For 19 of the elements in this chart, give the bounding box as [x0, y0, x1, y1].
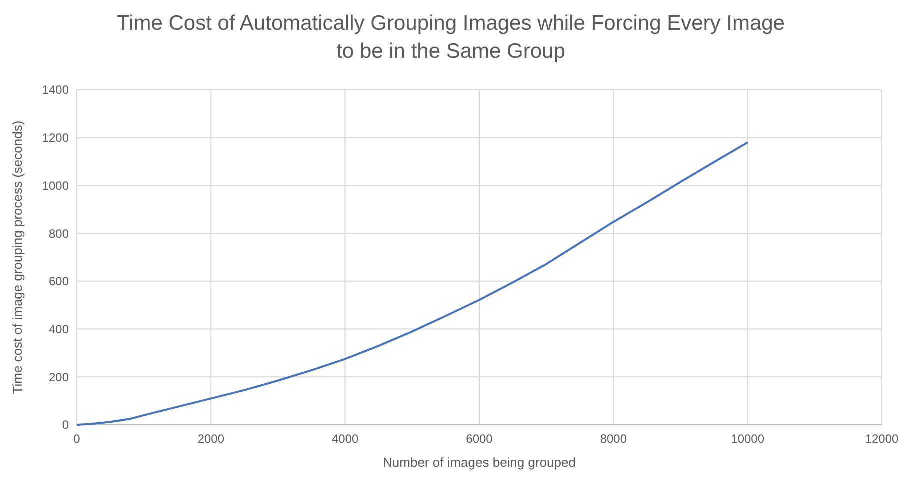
y-tick-label: 1200: [42, 131, 70, 146]
y-axis-title: Time cost of image grouping process (seconds): [10, 120, 25, 394]
x-axis-title: Number of images being grouped: [383, 455, 576, 470]
y-tick-label: 800: [48, 226, 70, 241]
x-tick-label: 12000: [865, 432, 900, 446]
x-tick-label: 8000: [600, 432, 628, 446]
y-tick-label: 1000: [42, 178, 70, 193]
y-tick-label: 0: [62, 418, 70, 432]
line-series: [76, 142, 749, 426]
y-tick-label: 200: [48, 370, 70, 384]
chart-title: Time Cost of Automatically Grouping Images while Forcing Every Image to be in the Same Group: [117, 12, 785, 63]
x-tick-label: 10000: [731, 432, 765, 446]
x-tick-label: 4000: [332, 432, 360, 446]
y-tick-label: 1400: [42, 83, 70, 98]
x-tick-label: 0: [74, 432, 81, 446]
x-tick-label: 6000: [466, 432, 494, 446]
y-tick-label: 400: [48, 322, 70, 336]
y-tick-label: 600: [48, 274, 70, 289]
x-tick-label: 2000: [198, 432, 225, 446]
